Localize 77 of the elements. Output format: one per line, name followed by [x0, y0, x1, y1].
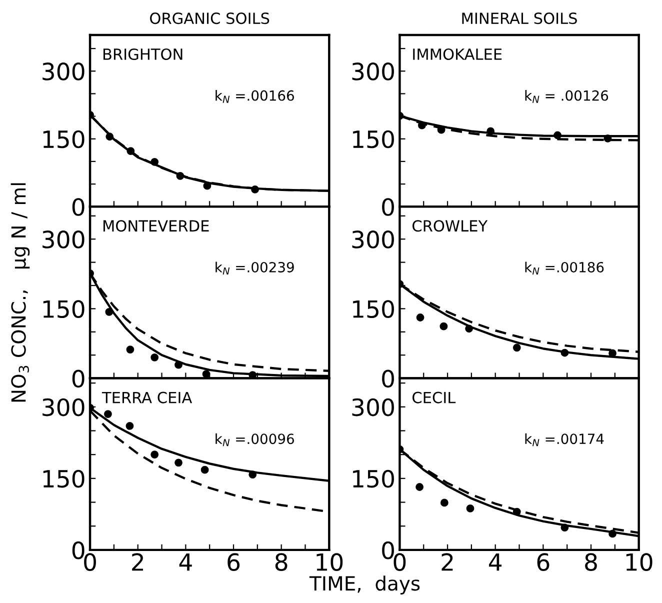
y-tick-label: 150	[353, 470, 394, 488]
point	[466, 504, 474, 512]
chart-title: MINERAL SOILS	[462, 12, 577, 24]
y-tick-label: 0	[382, 198, 394, 216]
point	[512, 344, 521, 352]
x-tick-label: 10	[316, 553, 343, 571]
point	[560, 524, 569, 532]
annotation: k$_{N}$ =.00096	[216, 433, 294, 446]
point	[440, 498, 448, 507]
y-tick-label: 0	[72, 541, 84, 560]
annotation: TERRA CEIA	[102, 392, 192, 404]
annotation: k$_{N}$ =.00239	[216, 262, 294, 275]
point	[126, 147, 135, 156]
point	[176, 172, 184, 180]
annotation: BRIGHTON	[103, 48, 182, 60]
annotation: CECIL	[412, 392, 456, 404]
point	[174, 458, 182, 467]
point	[174, 360, 182, 369]
y-tick-label: 150	[43, 470, 84, 488]
x-tick-label: 10	[626, 553, 652, 571]
point	[126, 346, 134, 354]
x-tick-label: 0	[84, 553, 96, 571]
x-axis-title: TIME, days	[309, 576, 420, 595]
y-tick-label: 300	[42, 230, 84, 248]
y-tick-label: 300	[42, 62, 84, 80]
point	[248, 371, 257, 378]
y-tick-label: 300	[352, 62, 394, 80]
x-tick-label: 8	[585, 553, 597, 571]
annotation: k$_{N}$ =.00166	[216, 90, 294, 103]
y-tick-label: 0	[72, 198, 84, 216]
x-tick-label: 4	[488, 553, 502, 571]
x-tick-label: 2	[442, 553, 453, 571]
y-axis-title: NO$_{3}$ CONC., μg N / ml	[10, 183, 30, 402]
point	[554, 131, 562, 140]
y-tick-label: 150	[43, 300, 84, 318]
y-tick-label: 0	[382, 370, 394, 388]
point	[105, 308, 114, 316]
annotation: MONTEVERDE	[103, 220, 209, 232]
annotation: k$_{N}$ =.00186	[525, 262, 604, 275]
y-tick-label: 150	[43, 130, 84, 148]
annotation: k$_{N}$ = .00126	[525, 90, 608, 103]
x-tick-label: 0	[394, 553, 406, 571]
point	[202, 370, 210, 378]
y-tick-label: 0	[382, 541, 394, 560]
point	[150, 353, 159, 362]
point	[248, 470, 257, 479]
y-tick-label: 0	[72, 370, 84, 388]
chart-title: ORGANIC SOILS	[150, 12, 270, 24]
point	[560, 348, 569, 357]
point	[200, 466, 209, 474]
point	[416, 483, 424, 491]
y-tick-label: 300	[352, 398, 394, 416]
point	[106, 132, 114, 141]
point	[251, 186, 259, 194]
point	[608, 530, 616, 538]
point	[440, 322, 448, 330]
x-tick-label: 6	[228, 553, 240, 571]
annotation: k$_{N}$ =.00174	[525, 433, 604, 446]
y-tick-label: 300	[42, 398, 84, 416]
point	[512, 508, 521, 516]
annotation: CROWLEY	[412, 220, 488, 232]
annotation: IMMOKALEE	[413, 48, 502, 60]
x-tick-label: 8	[275, 553, 288, 571]
x-tick-label: 6	[537, 553, 550, 571]
y-tick-label: 150	[353, 300, 394, 318]
point	[486, 127, 495, 136]
point	[150, 158, 159, 166]
y-tick-label: 300	[352, 230, 394, 248]
y-tick-label: 150	[353, 130, 394, 148]
x-tick-label: 4	[179, 553, 192, 571]
x-tick-label: 2	[132, 553, 144, 571]
point	[104, 410, 112, 418]
point	[465, 324, 473, 333]
point	[416, 314, 424, 322]
point	[150, 450, 159, 459]
point	[126, 422, 134, 430]
point	[604, 134, 612, 142]
